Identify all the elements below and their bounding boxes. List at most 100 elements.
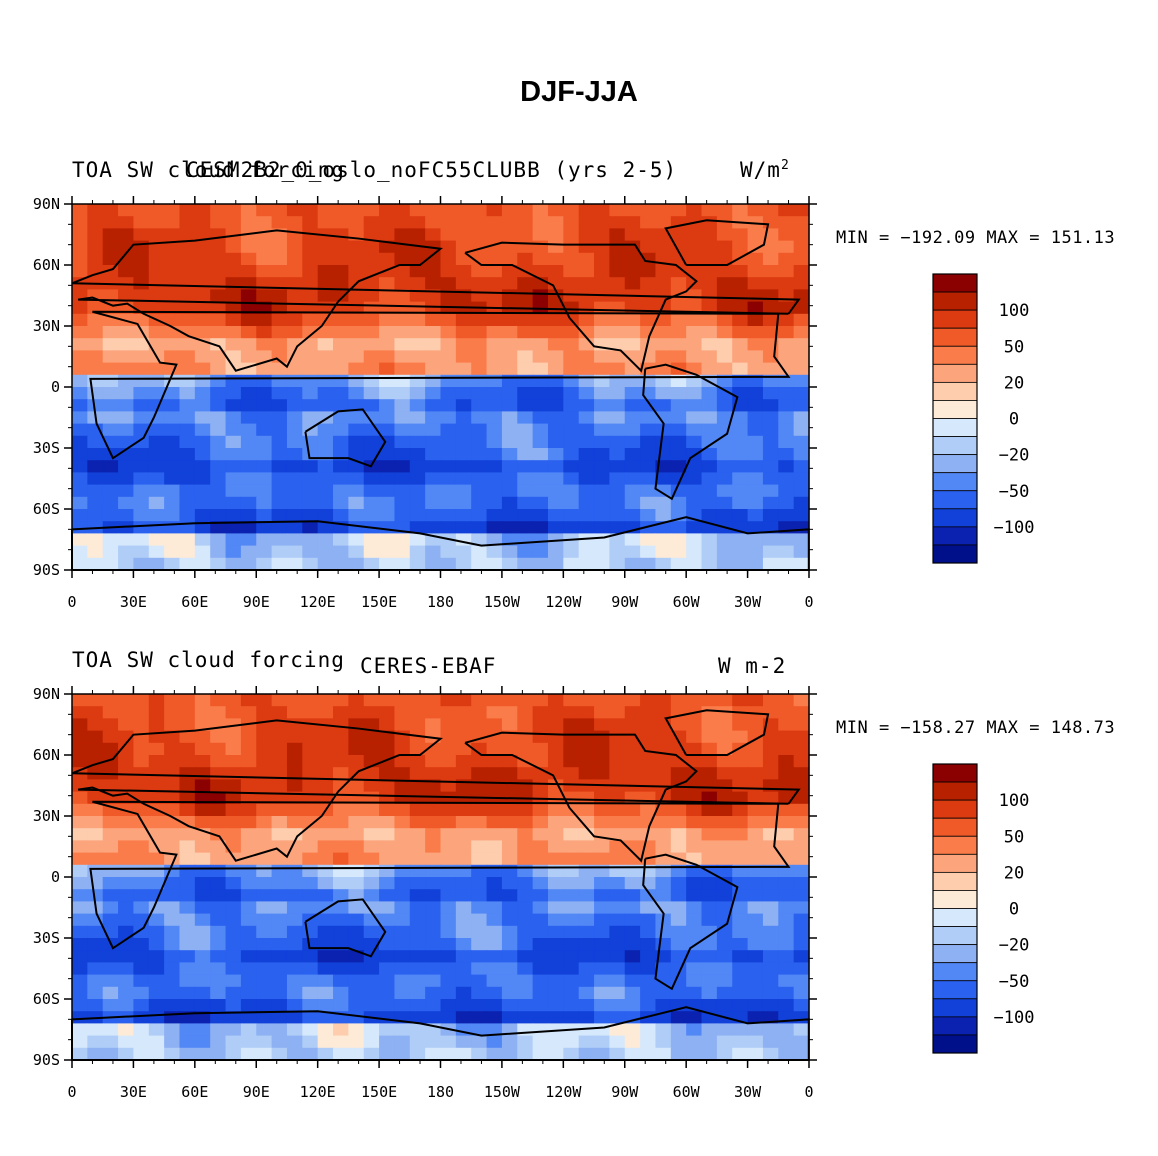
field-cell [225,1023,242,1037]
field-cell [701,387,718,400]
field-cell [302,742,319,756]
field-cell [425,399,442,412]
field-cell [286,974,303,988]
field-cell [762,399,779,412]
field-cell [133,828,150,841]
field-cell [686,840,703,854]
field-cell [578,301,595,315]
field-cell [594,277,610,290]
field-cell [409,913,426,927]
field-cell [286,387,303,400]
field-cell [333,399,349,412]
field-cell [762,448,779,461]
field-cell [716,742,733,756]
field-cell [256,496,273,510]
field-cell [670,925,687,939]
field-cell [379,423,396,437]
field-cell [256,901,273,915]
field-cell [179,864,196,878]
field-cell [701,496,718,510]
field-cell [686,484,703,498]
field-cell [594,399,610,412]
field-cell [747,803,764,817]
field-cell [563,877,580,890]
field-cell [640,204,657,217]
field-cell [87,545,104,559]
field-cell [194,326,211,339]
field-cell [747,289,764,303]
field-cell [102,889,119,902]
field-cell [425,374,442,388]
field-cell [547,1047,564,1061]
field-cell [532,509,549,522]
field-cell [164,423,181,437]
colorbar-swatch [932,998,978,1018]
field-cell [348,694,365,707]
field-cell [179,411,196,425]
field-cell [256,1011,273,1024]
field-cell [701,484,718,498]
field-cell [793,974,810,988]
field-cell [532,216,549,229]
field-cell [778,338,795,351]
field-cell [640,472,657,486]
field-cell [286,509,303,522]
field-cell [271,694,288,707]
field-cell [164,828,181,841]
field-cell [179,767,196,780]
field-cell [624,1023,641,1037]
field-cell [455,240,472,254]
field-cell [517,557,534,571]
field-cell [501,962,518,976]
field-cell [655,472,672,486]
field-cell [379,545,396,559]
field-cell [640,986,657,1000]
field-cell [240,411,257,425]
field-cell [118,852,135,866]
field-cell [440,755,457,768]
field-cell [72,816,88,829]
field-cell [302,730,319,744]
colorbar-swatch [932,763,978,783]
field-cell [716,962,733,976]
x-tick-label: 90E [243,1083,270,1101]
field-cell [578,509,595,522]
field-cell [179,374,196,388]
field-cell [747,265,764,278]
field-cell [118,216,135,229]
field-cell [133,216,150,229]
field-cell [747,730,764,744]
field-cell [118,877,135,890]
field-cell [532,289,549,303]
field-cell [102,484,119,498]
colorbar-label: −50 [999,972,1030,992]
field-cell [148,925,165,939]
field-cell [210,803,227,817]
field-cell [701,240,718,254]
field-cell [379,901,396,915]
field-cell [118,986,135,1000]
field-cell [747,448,764,461]
field-cell [455,472,472,486]
field-cell [87,1023,104,1037]
field-cell [670,533,687,547]
field-cell [455,387,472,400]
y-tick-label: 60S [33,500,60,518]
field-cell [578,1023,595,1037]
field-cell [240,742,257,756]
field-cell [716,460,733,473]
field-cell [148,864,165,878]
field-cell [225,387,242,400]
field-cell [486,545,503,559]
field-cell [409,852,426,866]
field-cell [133,938,150,951]
x-tick-label: 90W [611,1083,639,1101]
field-cell [256,889,273,902]
field-cell [547,803,564,817]
field-cell [517,216,534,229]
field-cell [194,204,211,217]
field-cell [609,1035,626,1049]
field-cell [655,730,672,744]
field-cell [225,1047,242,1061]
field-cell [133,1047,150,1061]
